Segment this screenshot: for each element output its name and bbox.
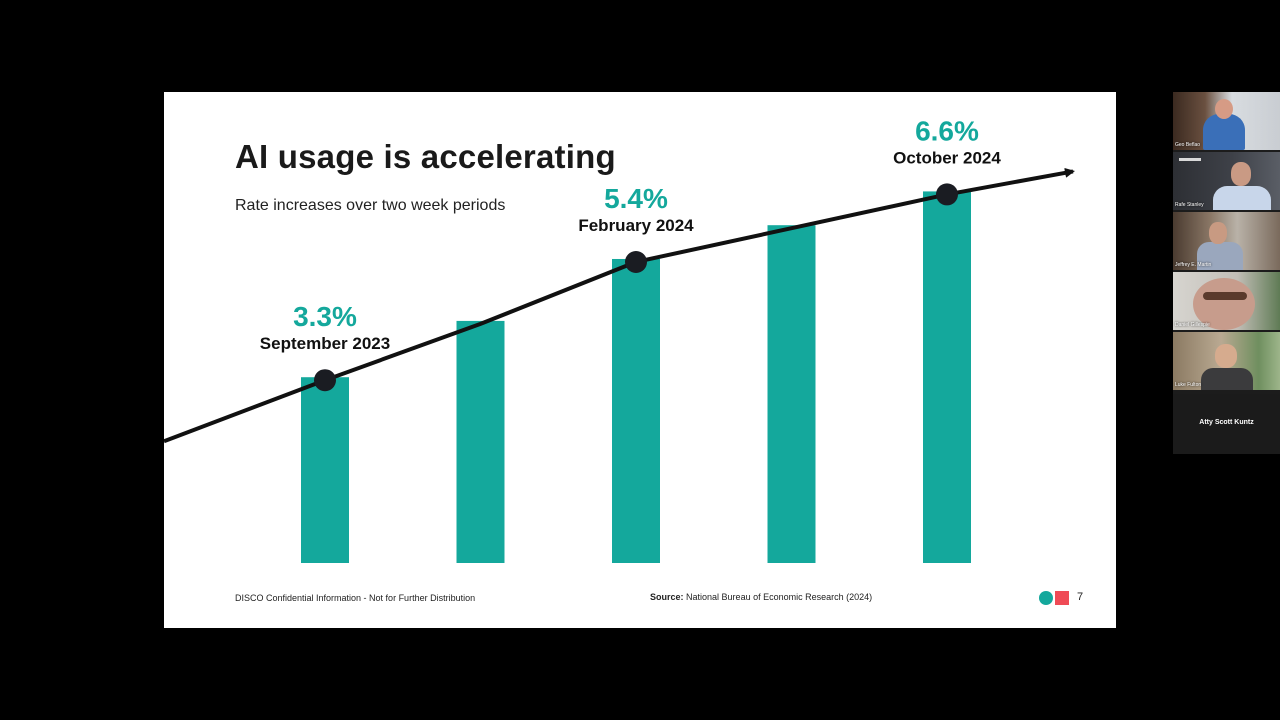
date-label: September 2023 bbox=[260, 334, 390, 353]
participant-name: Luke Fulton bbox=[1175, 382, 1202, 388]
source-text: National Bureau of Economic Research (20… bbox=[686, 592, 873, 602]
value-label: 6.6% bbox=[915, 115, 979, 146]
participants-panel: Geo Beflao Rafe Stanley Jeffrey E. Marti… bbox=[1173, 92, 1280, 454]
value-label: 3.3% bbox=[293, 301, 357, 332]
bar bbox=[301, 377, 349, 563]
slide-subtitle: Rate increases over two week periods bbox=[235, 197, 506, 214]
page-number: 7 bbox=[1077, 591, 1084, 603]
disco-logo-square bbox=[1055, 591, 1069, 605]
disco-logo-circle bbox=[1039, 591, 1053, 605]
participant-tile[interactable]: Rafe Stanley bbox=[1173, 152, 1280, 210]
source-footer: Source: National Bureau of Economic Rese… bbox=[650, 592, 872, 602]
bar bbox=[612, 258, 660, 563]
bar bbox=[923, 191, 971, 564]
source-label: Source: bbox=[650, 592, 684, 602]
data-point-marker bbox=[314, 369, 336, 392]
participant-name: Atty Scott Kuntz bbox=[1199, 419, 1254, 426]
date-label: October 2024 bbox=[893, 148, 1001, 167]
participant-tile[interactable]: Daniel Gillespie bbox=[1173, 272, 1280, 330]
participant-name: Daniel Gillespie bbox=[1175, 322, 1210, 328]
participant-tile[interactable]: Geo Beflao bbox=[1173, 92, 1280, 150]
value-label: 5.4% bbox=[604, 183, 668, 214]
participant-name: Rafe Stanley bbox=[1175, 202, 1204, 208]
participant-tile[interactable]: Luke Fulton bbox=[1173, 332, 1280, 390]
participant-name: Jeffrey E. Martin bbox=[1175, 262, 1212, 268]
date-label: February 2024 bbox=[578, 216, 694, 235]
participant-tile[interactable]: Jeffrey E. Martin bbox=[1173, 212, 1280, 270]
bar bbox=[767, 225, 816, 563]
presentation-slide: AI usage is accelerating Rate increases … bbox=[164, 92, 1116, 628]
slide-title: AI usage is accelerating bbox=[235, 138, 616, 175]
bar-chart: 3.3% September 2023 5.4% February 2024 6.6% O… bbox=[164, 115, 1075, 564]
data-point-marker bbox=[936, 183, 958, 206]
bar bbox=[456, 320, 505, 563]
participant-tile-no-video[interactable]: Atty Scott Kuntz bbox=[1173, 394, 1280, 454]
data-point-marker bbox=[625, 250, 647, 273]
participant-name: Geo Beflao bbox=[1175, 142, 1201, 148]
confidential-footer: DISCO Confidential Information - Not for… bbox=[235, 593, 476, 603]
